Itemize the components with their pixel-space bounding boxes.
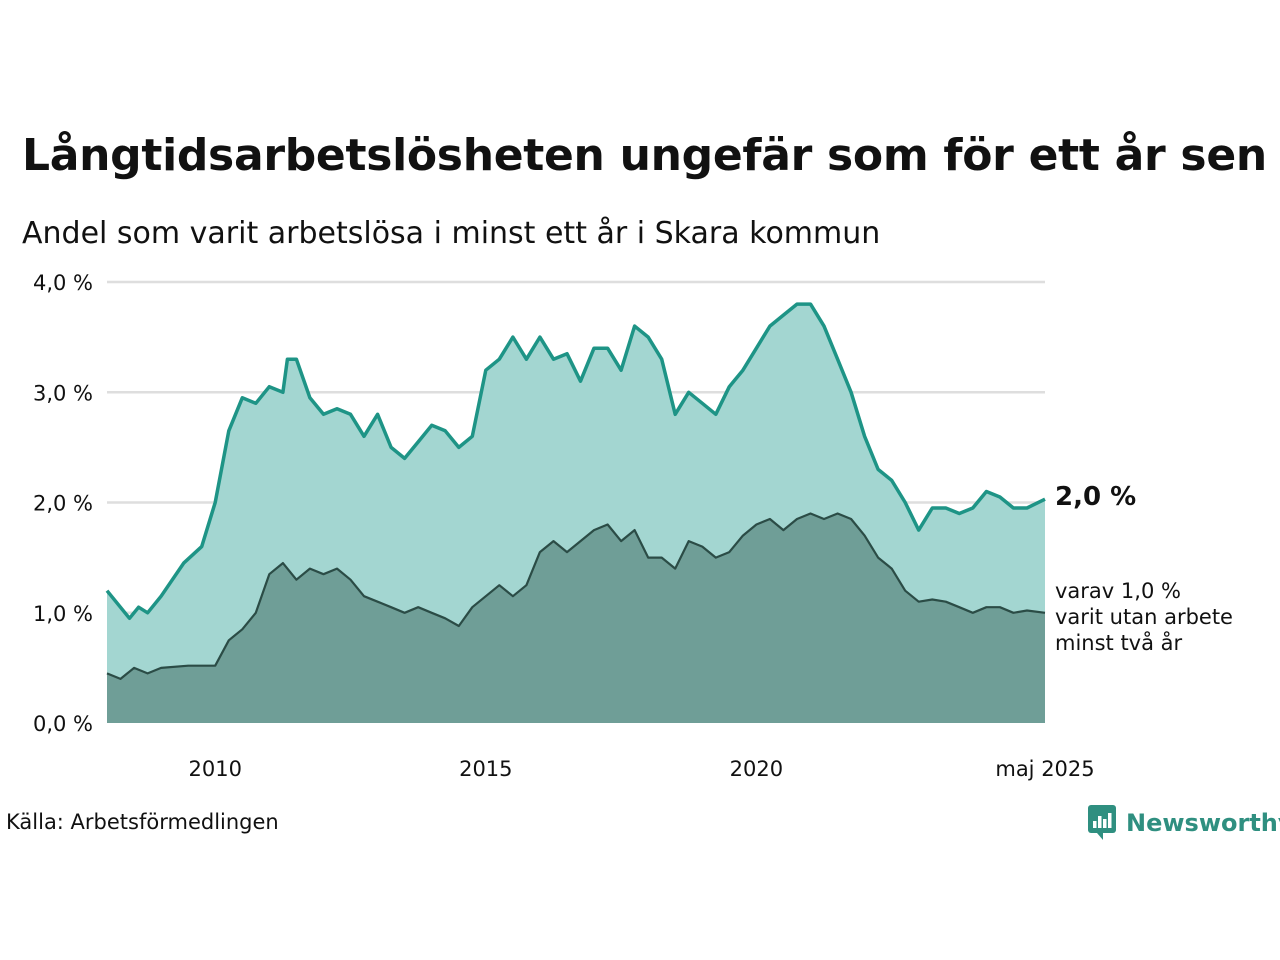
- sub-series-annotation: varav 1,0 % varit utan arbete minst två …: [1055, 578, 1233, 656]
- source-note: Källa: Arbetsförmedlingen: [6, 810, 279, 834]
- chart-title: Långtidsarbetslösheten ungefär som för e…: [22, 130, 1267, 181]
- annotation-line-2: varit utan arbete: [1055, 605, 1233, 629]
- annotation-line-3: minst två år: [1055, 631, 1183, 655]
- x-tick-label: 2010: [189, 757, 242, 781]
- chart-areas: [107, 304, 1045, 723]
- y-axis-tick-labels: 0,0 % 1,0 % 2,0 % 3,0 % 4,0 %: [33, 271, 93, 736]
- y-tick-label: 2,0 %: [33, 492, 93, 516]
- long-series-line: [106, 512, 1046, 680]
- newsworthy-logo-icon: [1088, 805, 1116, 840]
- chart-subtitle: Andel som varit arbetslösa i minst ett å…: [22, 216, 881, 251]
- brand-name: Newsworthy: [1126, 809, 1280, 837]
- long-series-area: [107, 513, 1045, 723]
- end-value-label: 2,0 %: [1055, 482, 1137, 512]
- y-tick-label: 1,0 %: [33, 602, 93, 626]
- x-tick-label: maj 2025: [995, 757, 1094, 781]
- chart-lines: [105, 302, 1046, 680]
- x-tick-label: 2015: [459, 757, 512, 781]
- y-tick-label: 4,0 %: [33, 271, 93, 295]
- brand-logo[interactable]: Newsworthy: [1088, 805, 1280, 841]
- y-tick-label: 3,0 %: [33, 381, 93, 405]
- y-tick-label: 0,0 %: [33, 712, 93, 736]
- annotation-line-1: varav 1,0 %: [1055, 579, 1181, 603]
- x-axis-tick-labels: 2010 2015 2020 maj 2025: [189, 757, 1095, 781]
- x-tick-label: 2020: [730, 757, 783, 781]
- total-series-line: [105, 302, 1046, 621]
